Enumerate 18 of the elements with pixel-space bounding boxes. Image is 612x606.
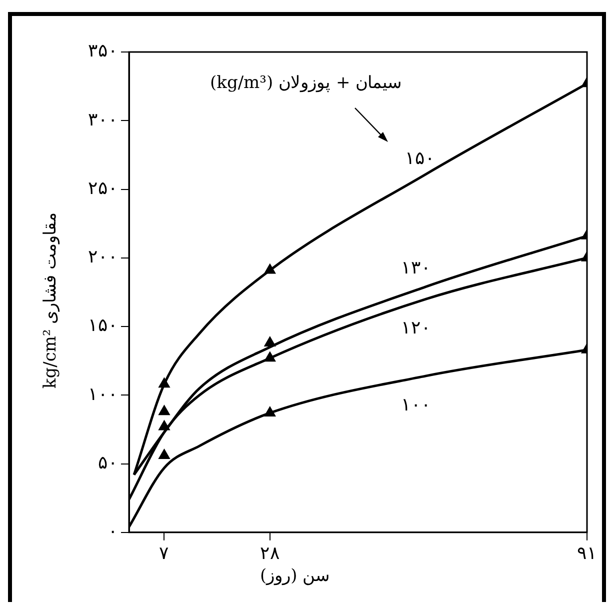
- annotation: سیمان + پوزولان (kg/m³): [210, 72, 402, 93]
- x-tick-label: ۲۸: [260, 542, 280, 564]
- x-tick-label: ۹۱: [577, 542, 597, 564]
- y-tick-label: ۰: [108, 521, 118, 542]
- x-axis-title: سن (روز): [260, 565, 330, 586]
- series-label: ۱۳۰: [400, 257, 431, 278]
- series-label: ۱۵۰: [404, 148, 435, 169]
- series-label: ۱۲۰: [400, 318, 431, 339]
- y-tick-label: ۲۵۰: [88, 178, 118, 199]
- series-label: ۱۰۰: [400, 394, 431, 416]
- y-tick-label: ۱۵۰: [88, 315, 118, 336]
- y-tick-label: ۱۰۰: [88, 384, 118, 405]
- y-tick-label: ۵۰: [98, 452, 118, 474]
- y-tick-label: ۳۵۰: [88, 40, 118, 62]
- y-tick-label: ۲۰۰: [88, 246, 118, 268]
- y-tick-label: ۳۰۰: [88, 109, 118, 130]
- y-axis-title: مقاومت فشاری kg/cm²: [40, 211, 60, 391]
- x-tick-label: ۷: [159, 542, 170, 564]
